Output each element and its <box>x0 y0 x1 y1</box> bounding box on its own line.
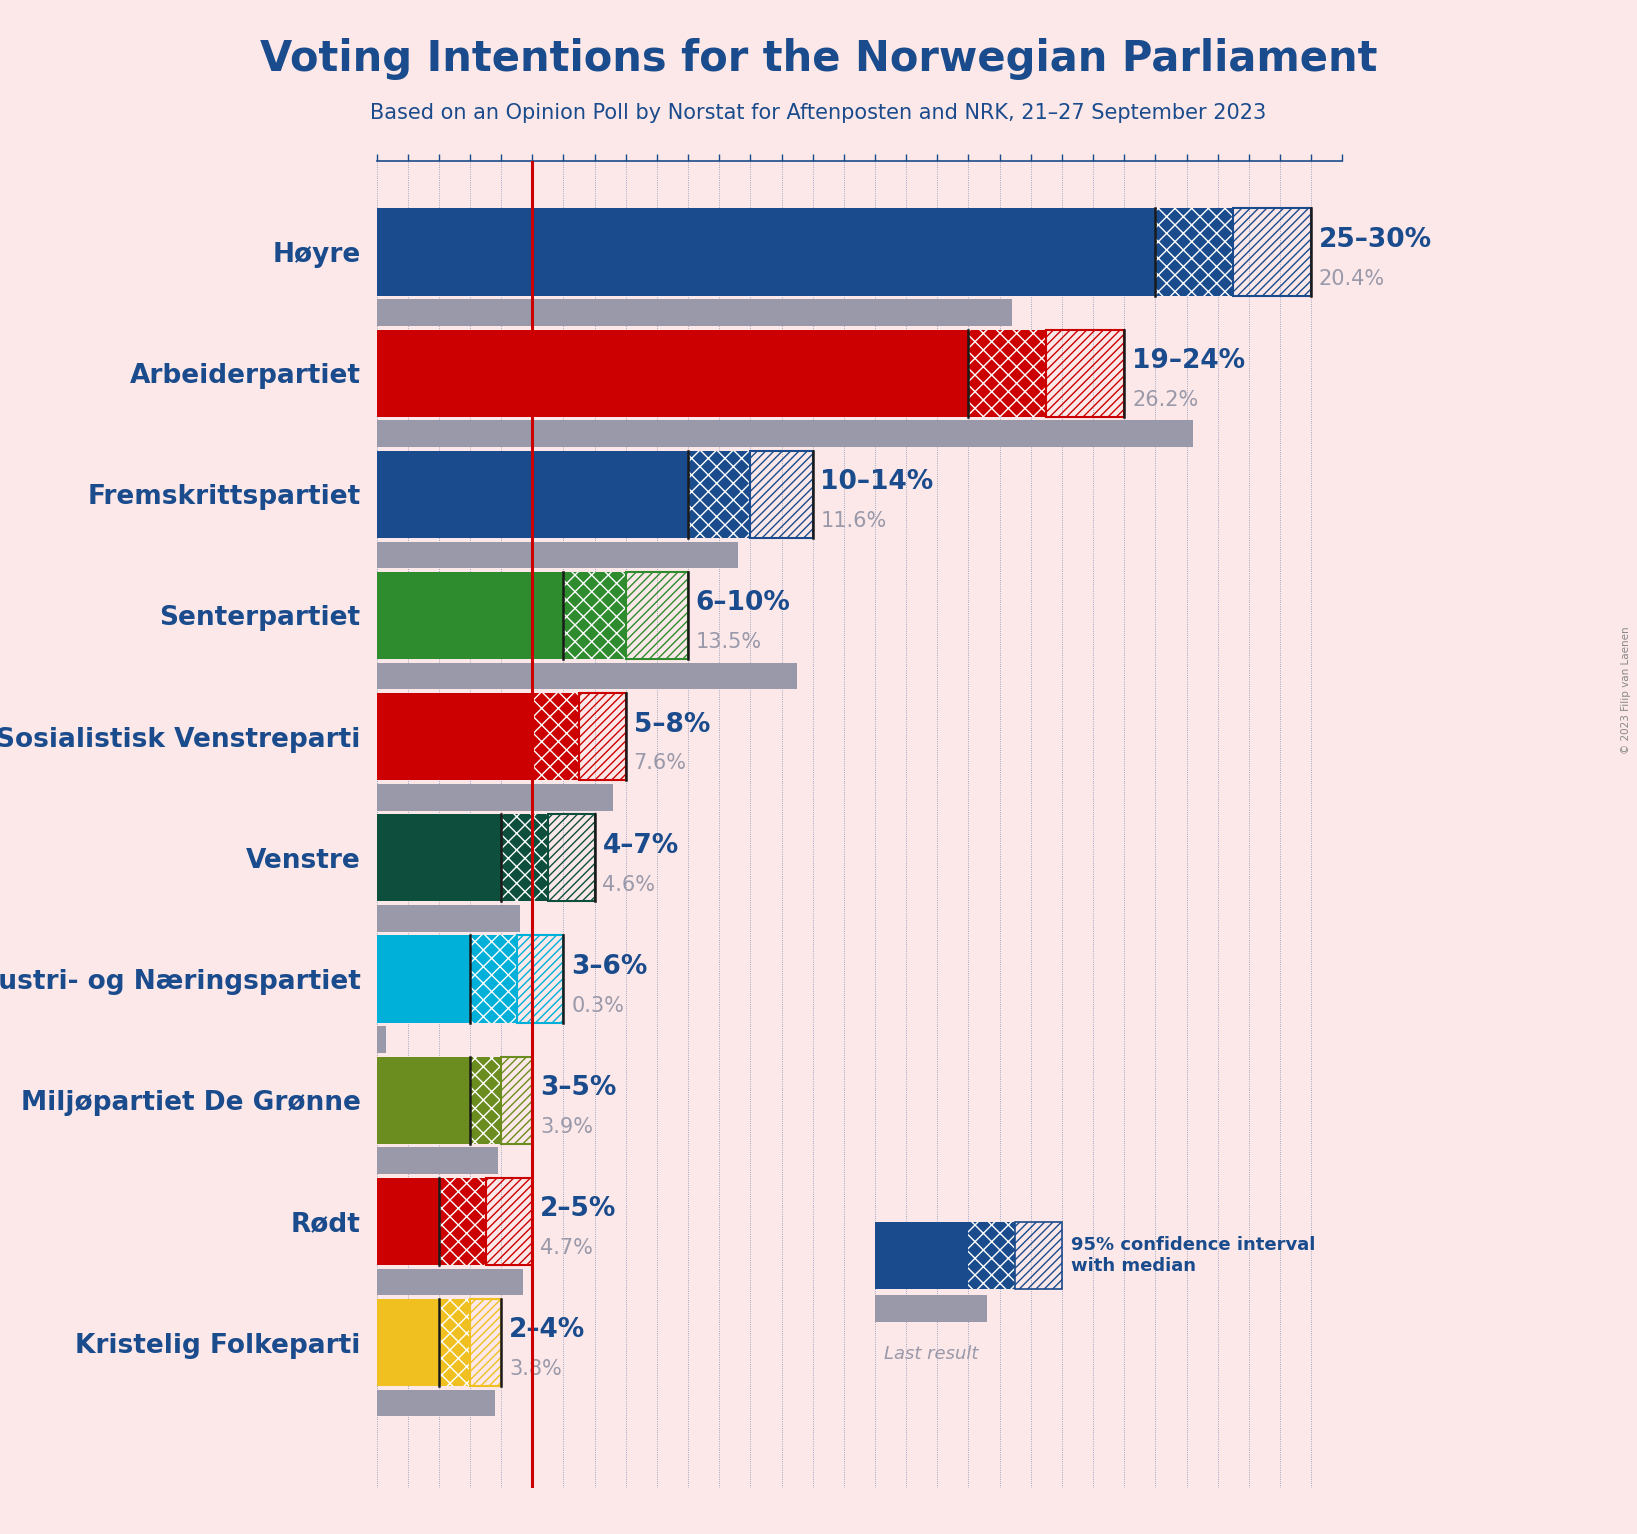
Bar <box>501 815 548 902</box>
Bar <box>377 420 1193 446</box>
Bar <box>439 1178 486 1266</box>
Bar <box>377 693 532 781</box>
Bar <box>377 330 969 417</box>
Bar <box>377 1178 439 1266</box>
Text: 3–5%: 3–5% <box>540 1075 617 1101</box>
Text: 3–6%: 3–6% <box>571 954 648 980</box>
Text: 0.3%: 0.3% <box>571 996 624 1016</box>
Bar <box>439 1299 470 1387</box>
Bar <box>377 1147 498 1174</box>
Text: Last result: Last result <box>884 1345 979 1364</box>
Text: 3.8%: 3.8% <box>509 1359 561 1379</box>
Bar <box>625 572 688 660</box>
Bar <box>377 572 563 660</box>
Bar <box>377 784 614 810</box>
Text: 11.6%: 11.6% <box>820 511 887 531</box>
Bar <box>750 451 812 538</box>
Bar <box>1015 1223 1062 1289</box>
Bar <box>501 1057 532 1144</box>
Bar <box>969 1223 1015 1289</box>
Bar <box>377 936 470 1023</box>
Text: 7.6%: 7.6% <box>634 753 686 773</box>
Text: 10–14%: 10–14% <box>820 469 933 495</box>
Bar <box>377 542 738 568</box>
Bar <box>377 1026 386 1052</box>
Bar <box>1156 209 1233 296</box>
Text: Based on an Opinion Poll by Norstat for Aftenposten and NRK, 21–27 September 202: Based on an Opinion Poll by Norstat for … <box>370 103 1267 123</box>
Bar <box>470 1299 501 1387</box>
Text: 19–24%: 19–24% <box>1133 348 1246 374</box>
Bar <box>579 693 625 781</box>
Text: 4.6%: 4.6% <box>602 874 655 894</box>
Bar <box>377 1057 470 1144</box>
Text: 5–8%: 5–8% <box>634 712 710 738</box>
Bar <box>377 1299 439 1387</box>
Bar <box>876 1295 987 1322</box>
Bar <box>1233 209 1311 296</box>
Bar <box>563 572 625 660</box>
Text: 13.5%: 13.5% <box>696 632 761 652</box>
Bar <box>688 451 750 538</box>
Bar <box>969 330 1046 417</box>
Text: 25–30%: 25–30% <box>1319 227 1432 253</box>
Text: © 2023 Filip van Laenen: © 2023 Filip van Laenen <box>1621 626 1630 755</box>
Bar <box>532 693 579 781</box>
Bar <box>377 663 797 689</box>
Bar <box>876 1223 969 1289</box>
Text: 20.4%: 20.4% <box>1319 268 1385 288</box>
Bar <box>470 936 517 1023</box>
Bar <box>377 1390 494 1416</box>
Bar <box>377 209 1156 296</box>
Bar <box>377 1269 522 1295</box>
Text: 4.7%: 4.7% <box>540 1238 593 1258</box>
Bar <box>548 815 594 902</box>
Bar <box>486 1178 532 1266</box>
Bar <box>377 905 521 931</box>
Bar <box>377 815 501 902</box>
Bar <box>377 299 1012 325</box>
Text: 6–10%: 6–10% <box>696 591 791 617</box>
Text: 2–4%: 2–4% <box>509 1318 584 1344</box>
Text: Voting Intentions for the Norwegian Parliament: Voting Intentions for the Norwegian Parl… <box>260 38 1377 80</box>
Bar <box>517 936 563 1023</box>
Text: 3.9%: 3.9% <box>540 1117 593 1137</box>
Bar <box>377 451 688 538</box>
Text: 95% confidence interval
with median: 95% confidence interval with median <box>1071 1236 1316 1275</box>
Text: 4–7%: 4–7% <box>602 833 679 859</box>
Text: 2–5%: 2–5% <box>540 1197 617 1223</box>
Text: 26.2%: 26.2% <box>1133 390 1198 410</box>
Bar <box>1046 330 1125 417</box>
Bar <box>470 1057 501 1144</box>
